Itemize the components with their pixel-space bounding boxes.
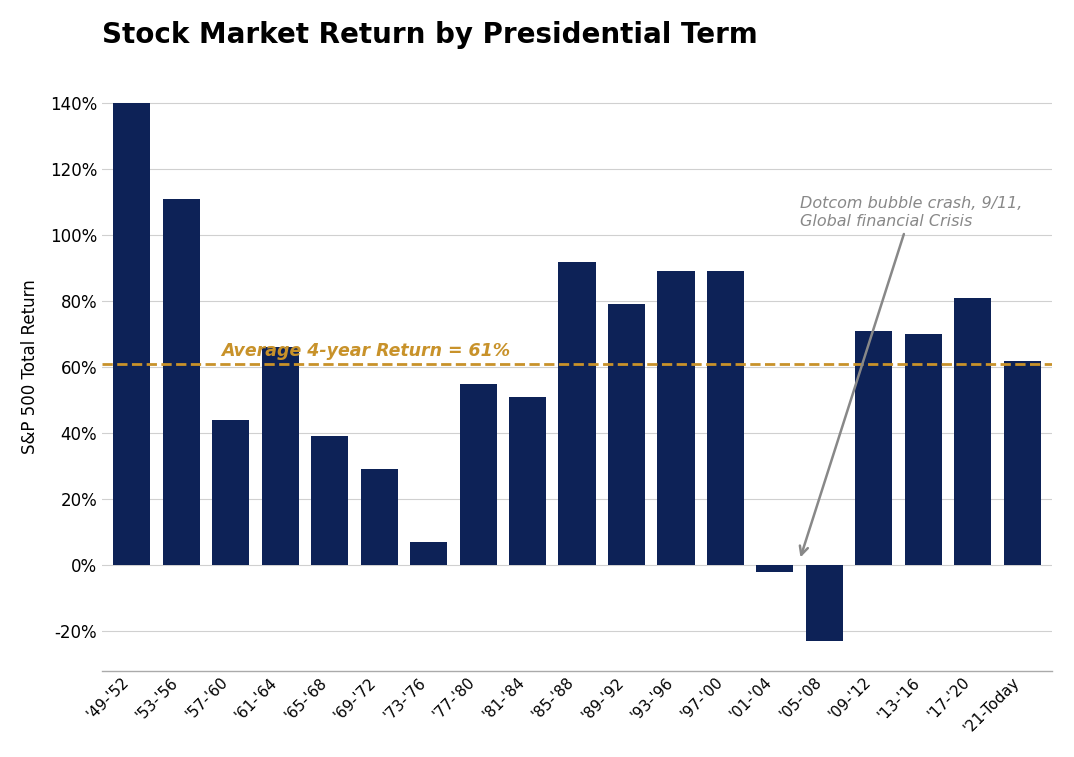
Text: Dotcom bubble crash, 9/11,
Global financial Crisis: Dotcom bubble crash, 9/11, Global financ… <box>800 196 1022 555</box>
Text: Stock Market Return by Presidential Term: Stock Market Return by Presidential Term <box>102 21 758 49</box>
Bar <box>509 397 546 565</box>
Bar <box>558 262 596 565</box>
Bar <box>460 384 496 565</box>
Bar <box>608 304 645 565</box>
Bar <box>410 542 447 565</box>
Bar <box>954 298 991 565</box>
Bar <box>311 436 348 565</box>
Bar <box>262 347 299 565</box>
Bar <box>707 272 744 565</box>
Bar <box>756 565 794 572</box>
Bar <box>163 199 200 565</box>
Y-axis label: S&P 500 Total Return: S&P 500 Total Return <box>20 280 39 454</box>
Bar <box>904 334 942 565</box>
Bar <box>806 565 843 641</box>
Text: Average 4-year Return = 61%: Average 4-year Return = 61% <box>221 341 510 360</box>
Bar <box>855 331 892 565</box>
Bar <box>1004 360 1041 565</box>
Bar <box>361 469 397 565</box>
Bar <box>114 103 150 565</box>
Bar <box>213 420 249 565</box>
Bar <box>657 272 695 565</box>
